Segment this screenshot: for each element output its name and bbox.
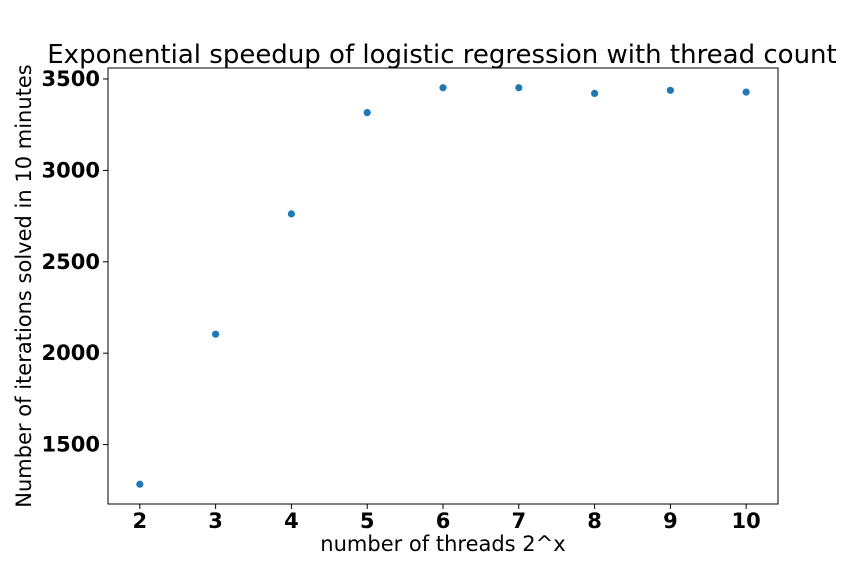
scatter-point: [515, 84, 523, 92]
y-tick-label: 3000: [42, 158, 100, 182]
scatter-point: [136, 480, 144, 488]
scatter-point: [363, 109, 371, 117]
x-tick-label: 2: [133, 509, 148, 533]
axes-frame: [107, 67, 779, 505]
x-tick-label: 5: [360, 509, 375, 533]
scatter-point: [590, 89, 599, 98]
scatter-point: [212, 330, 220, 338]
x-axis-label: number of threads 2^x: [320, 532, 565, 556]
x-tick-label: 4: [284, 509, 299, 533]
y-tick-label: 3500: [42, 67, 100, 91]
x-tick-label: 3: [208, 509, 223, 533]
x-tick-label: 7: [511, 509, 526, 533]
chart-title: Exponential speedup of logistic regressi…: [47, 40, 836, 70]
y-tick-label: 2500: [42, 250, 100, 274]
scatter-point: [439, 84, 447, 92]
scatter-point: [287, 210, 296, 218]
plot-area: [136, 84, 750, 488]
x-axis: 2 3 4 5 6 7 8 9 10: [133, 504, 761, 533]
x-tick-label: 9: [663, 509, 678, 533]
x-tick-label: 10: [732, 509, 761, 533]
y-tick-label: 2000: [42, 341, 100, 365]
scatter-point: [742, 88, 750, 96]
y-axis-label: Number of iterations solved in 10 minute…: [12, 64, 36, 507]
y-tick-label: 1500: [42, 433, 100, 457]
y-axis: 1500 2000 2500 3000 3500: [42, 67, 108, 457]
scatter-point: [666, 86, 674, 94]
x-tick-label: 6: [436, 509, 451, 533]
x-tick-label: 8: [587, 509, 602, 533]
